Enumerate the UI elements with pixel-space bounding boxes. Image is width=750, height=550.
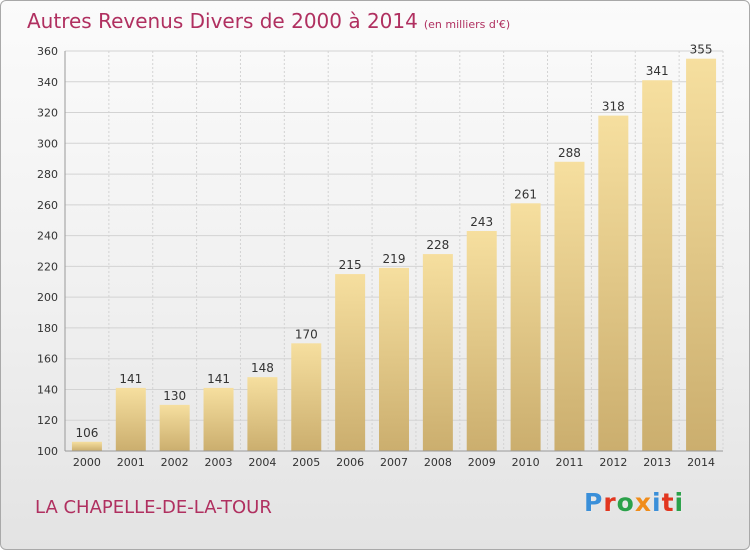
logo-letter: x [634, 488, 652, 517]
bar [247, 377, 278, 451]
logo-letter: P [584, 488, 604, 517]
x-tick-label: 2009 [468, 456, 496, 469]
x-tick-label: 2001 [117, 456, 145, 469]
logo-letter: r [603, 488, 617, 517]
bar [379, 267, 409, 451]
x-tick-label: 2005 [292, 456, 320, 469]
data-label: 141 [119, 372, 142, 386]
logo-letter: t [661, 488, 675, 517]
bar [71, 441, 102, 451]
x-tick-label: 2003 [205, 456, 233, 469]
logo-letter: o [616, 488, 635, 517]
bar [291, 343, 322, 451]
y-tick-label: 200 [37, 291, 58, 304]
logo-letter: i [652, 488, 662, 517]
data-label: 170 [295, 327, 318, 341]
bar [466, 231, 497, 451]
y-tick-label: 260 [37, 199, 58, 212]
data-label: 106 [75, 426, 98, 440]
x-tick-label: 2004 [248, 456, 276, 469]
data-label: 355 [690, 43, 713, 57]
y-tick-label: 220 [37, 260, 58, 273]
y-tick-label: 360 [37, 45, 58, 58]
bar [510, 203, 541, 451]
x-tick-label: 2008 [424, 456, 452, 469]
x-tick-label: 2012 [599, 456, 627, 469]
proxiti-logo[interactable]: Proxiti [584, 488, 684, 517]
x-tick-label: 2007 [380, 456, 408, 469]
y-tick-label: 320 [37, 107, 58, 120]
y-tick-label: 120 [37, 414, 58, 427]
bar [686, 58, 717, 451]
y-tick-label: 280 [37, 168, 58, 181]
data-label: 341 [646, 64, 669, 78]
y-tick-label: 340 [37, 76, 58, 89]
bar [422, 254, 453, 451]
data-label: 228 [426, 238, 449, 252]
bar [159, 404, 190, 451]
logo-letter: i [674, 488, 685, 517]
x-tick-label: 2010 [512, 456, 540, 469]
x-tick-label: 2011 [555, 456, 583, 469]
axes: 100 120 140 160 180 200 220 240 260 280 300 320 340 3… [37, 45, 723, 469]
data-label: 243 [470, 215, 493, 229]
data-label: 318 [602, 100, 625, 114]
y-tick-label: 300 [37, 137, 58, 150]
x-tick-label: 2000 [73, 456, 101, 469]
data-label: 130 [163, 389, 186, 403]
bars: 106 141 130 141 148 170 215 219 228 243 261 288 318 3… [71, 43, 717, 451]
data-label: 261 [514, 187, 537, 201]
y-tick-label: 240 [37, 230, 58, 243]
chart-title-unit: (en milliers d'€) [423, 18, 511, 31]
data-label: 219 [383, 252, 406, 266]
bar [203, 387, 234, 451]
bar [115, 387, 146, 451]
bar [642, 80, 673, 451]
location-label: LA CHAPELLE-DE-LA-TOUR [35, 497, 272, 518]
x-tick-label: 2006 [336, 456, 364, 469]
bar [554, 161, 585, 451]
data-label: 141 [207, 372, 230, 386]
bar [598, 115, 629, 451]
data-label: 215 [339, 258, 362, 272]
x-tick-label: 2002 [161, 456, 189, 469]
x-tick-label: 2014 [687, 456, 715, 469]
x-tick-label: 2013 [643, 456, 671, 469]
y-tick-label: 140 [37, 383, 58, 396]
y-tick-label: 160 [37, 353, 58, 366]
y-tick-label: 180 [37, 322, 58, 335]
data-label: 288 [558, 146, 581, 160]
y-tick-label: 100 [37, 445, 58, 458]
bar [335, 274, 366, 451]
chart-title: Autres Revenus Divers de 2000 à 2014 (en … [27, 9, 510, 33]
data-label: 148 [251, 361, 274, 375]
chart-title-main: Autres Revenus Divers de 2000 à 2014 [27, 9, 418, 33]
